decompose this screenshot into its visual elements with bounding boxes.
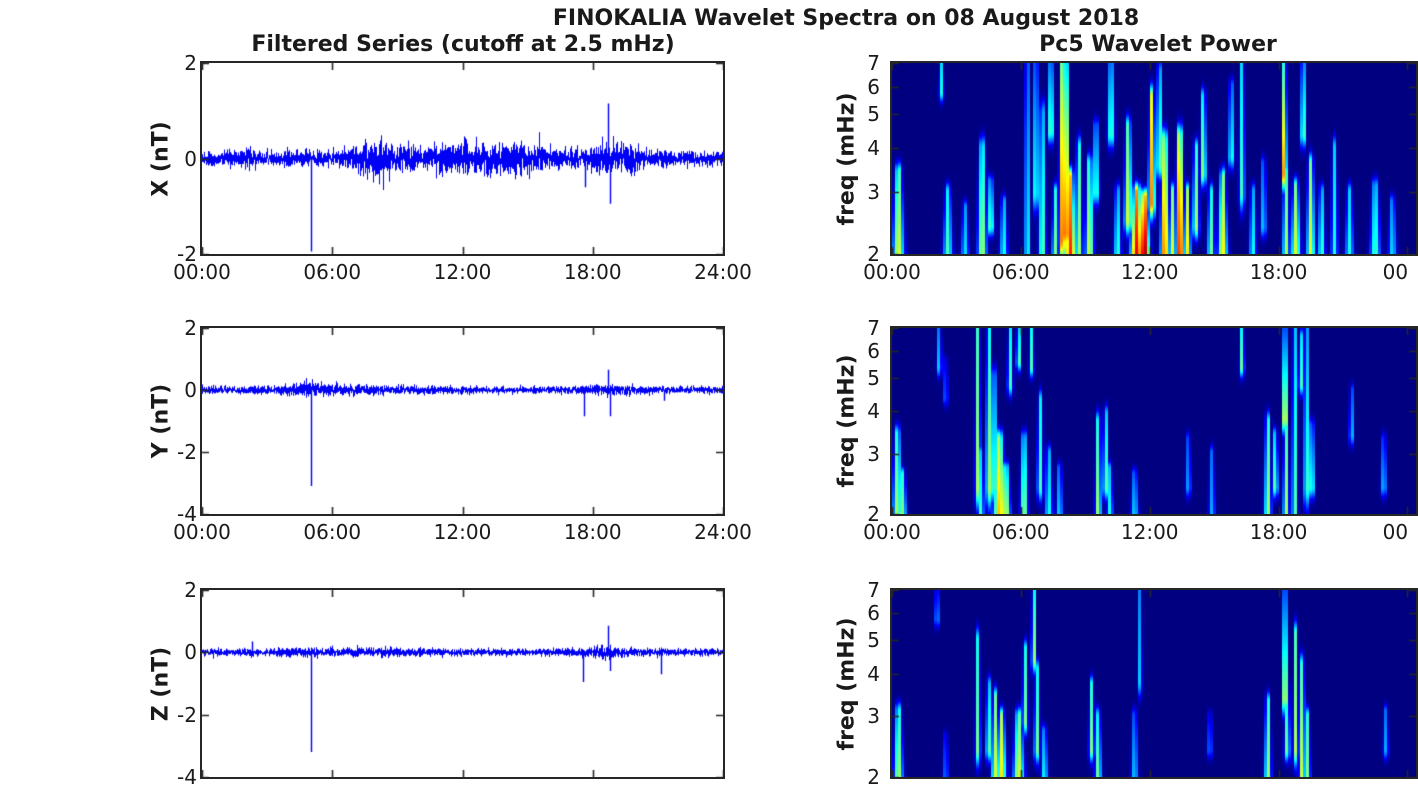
y-tick-label: -2: [177, 440, 197, 464]
x-tick-label: 12:00: [1120, 520, 1179, 544]
right-column-title: Pc5 Wavelet Power: [1039, 32, 1277, 57]
x-tick-label: 00: [1382, 520, 1409, 544]
figure-title: FINOKALIA Wavelet Spectra on 08 August 2…: [552, 6, 1140, 31]
x-tick-label: 18:00: [563, 260, 622, 284]
x-tick-label: 24:00: [694, 260, 752, 284]
axes-x-wavelet-spectrogram: [890, 61, 1418, 256]
axes-z-wavelet-spectrogram: [890, 588, 1418, 779]
y-tick-label: 6: [867, 601, 880, 625]
y-tick-label: 0: [184, 640, 197, 665]
x-tick-label: 18:00: [1249, 260, 1308, 284]
z-wavelet-heatmap-canvas: [892, 590, 1416, 777]
y-tick-label: 2: [184, 316, 197, 340]
x-tick-label: 06:00: [992, 260, 1050, 284]
y-tick-label: 2: [867, 502, 880, 526]
axes-z-filtered-series: [200, 588, 725, 779]
x-tick-label: 00:00: [173, 520, 231, 544]
y-tick-label: -2: [177, 242, 197, 266]
x-tick-label: 12:00: [433, 520, 492, 544]
y-tick-label: -2: [177, 702, 197, 727]
y-tick-label: 2: [184, 578, 197, 602]
y-tick-label: 7: [867, 578, 880, 602]
y-tick-label: -4: [177, 765, 197, 789]
x-tick-label: 18:00: [563, 520, 622, 544]
z-series-plot-canvas: [202, 590, 723, 777]
axes-x-filtered-series: [200, 61, 725, 256]
y-tick-label: 7: [867, 316, 880, 340]
x-tick-label: 24:00: [694, 520, 752, 544]
x-tick-label: 00:00: [863, 520, 921, 544]
y-tick-label: 2: [867, 765, 880, 789]
y-tick-label: 3: [867, 704, 880, 729]
y-tick-label: 2: [867, 242, 880, 266]
y-tick-label: 4: [867, 661, 880, 686]
y-tick-label: 0: [184, 146, 197, 171]
y-tick-label: 0: [184, 378, 197, 402]
x-tick-label: 06:00: [303, 260, 362, 284]
y-tick-label: 3: [867, 441, 880, 466]
y-wavelet-heatmap-canvas: [892, 328, 1416, 514]
y-tick-label: 3: [867, 180, 880, 205]
x-tick-label: 00: [1382, 260, 1409, 284]
x-tick-label: 18:00: [1249, 520, 1308, 544]
x-tick-label: 00:00: [863, 260, 921, 284]
y-tick-label: -4: [177, 502, 197, 526]
axes-y-wavelet-spectrogram: [890, 326, 1418, 516]
y-tick-label: 4: [867, 136, 880, 161]
y-tick-label: 5: [867, 102, 880, 127]
y-tick-label: 6: [867, 74, 880, 99]
y-tick-label: 5: [867, 365, 880, 390]
x-series-plot-canvas: [202, 63, 723, 254]
x-wavelet-heatmap-canvas: [892, 63, 1416, 254]
left-column-title: Filtered Series (cutoff at 2.5 mHz): [251, 32, 675, 57]
y-tick-label: 4: [867, 399, 880, 424]
x-tick-label: 12:00: [433, 260, 492, 284]
x-tick-label: 00:00: [173, 260, 231, 284]
y-series-plot-canvas: [202, 328, 723, 514]
y-tick-label: 7: [867, 51, 880, 75]
x-tick-label: 06:00: [992, 520, 1050, 544]
y-tick-label: 2: [184, 51, 197, 75]
x-tick-label: 06:00: [303, 520, 362, 544]
y-tick-label: 6: [867, 338, 880, 363]
y-tick-label: 5: [867, 628, 880, 653]
x-tick-label: 12:00: [1120, 260, 1179, 284]
axes-y-filtered-series: [200, 326, 725, 516]
